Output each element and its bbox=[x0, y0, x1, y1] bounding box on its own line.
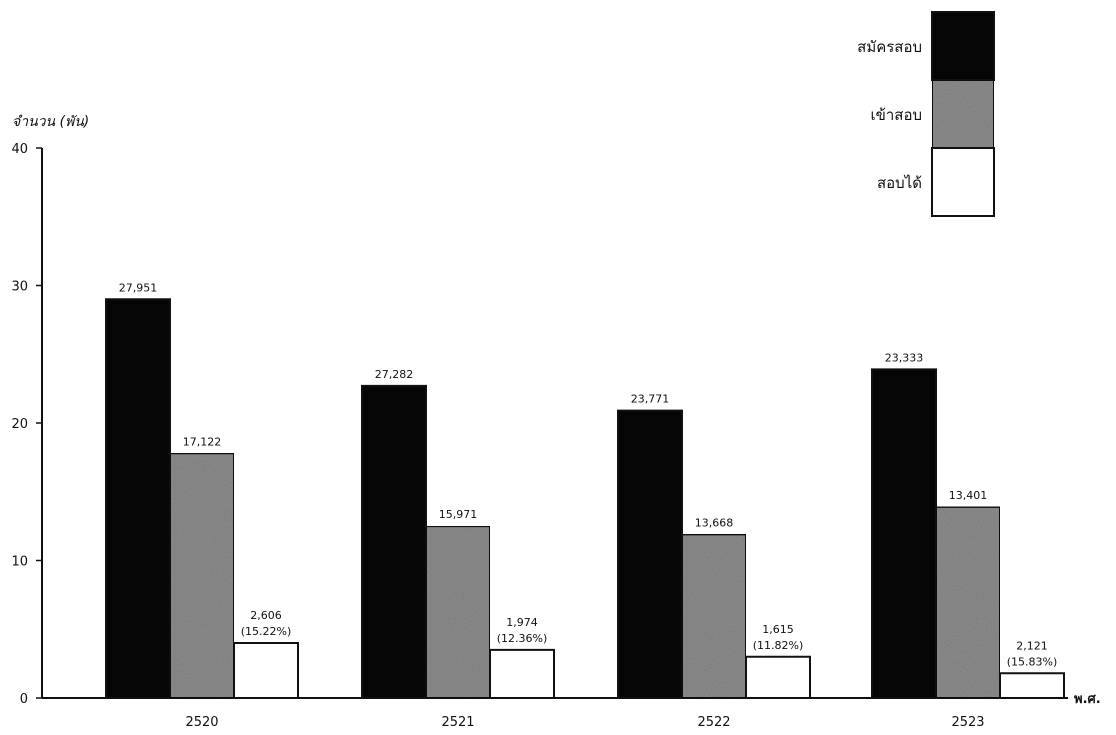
data-label-examinees-2523: 13,401 bbox=[949, 489, 988, 502]
category-label-2522: 2522 bbox=[697, 715, 730, 730]
bar-applicants-2520 bbox=[105, 298, 171, 699]
data-label-examinees-2522: 13,668 bbox=[695, 516, 734, 529]
bar-examinees-2521 bbox=[425, 525, 491, 699]
data-label-passed-2523: 2,121 bbox=[1016, 639, 1048, 652]
y-tick-label: 40 bbox=[11, 142, 28, 157]
category-label-2523: 2523 bbox=[951, 715, 984, 730]
bars bbox=[105, 298, 1065, 699]
bar-examinees-2520 bbox=[169, 452, 235, 699]
legend-swatch-applicants bbox=[931, 11, 995, 81]
y-tick-label: 20 bbox=[11, 417, 28, 432]
bar-passed-2523 bbox=[999, 672, 1065, 699]
data-label-examinees-2521: 15,971 bbox=[439, 508, 478, 521]
bar-applicants-2523 bbox=[871, 368, 937, 699]
legend-label-examinees: เข้าสอบ bbox=[871, 106, 923, 124]
percent-label-2523: (15.83%) bbox=[1007, 655, 1058, 668]
data-label-applicants-2522: 23,771 bbox=[631, 393, 670, 406]
bar-passed-2520 bbox=[233, 642, 299, 699]
data-label-examinees-2520: 17,122 bbox=[183, 435, 222, 448]
category-labels: 2520 2521 2522 2523 bbox=[185, 715, 984, 730]
y-tick-label: 0 bbox=[20, 692, 28, 707]
data-labels: 27,951 17,122 2,606 (15.22%) 27,282 15,971 1,9… bbox=[119, 281, 1058, 668]
y-axis-title: จำนวน (พัน) bbox=[12, 114, 89, 130]
y-ticks: 0 10 20 30 40 bbox=[11, 142, 42, 707]
data-label-applicants-2523: 23,333 bbox=[885, 351, 924, 364]
data-label-passed-2522: 1,615 bbox=[762, 623, 794, 636]
data-label-applicants-2521: 27,282 bbox=[375, 368, 414, 381]
data-label-passed-2520: 2,606 bbox=[250, 609, 282, 622]
bar-passed-2522 bbox=[745, 655, 811, 699]
data-label-applicants-2520: 27,951 bbox=[119, 281, 158, 294]
category-label-2520: 2520 bbox=[185, 715, 218, 730]
bar-applicants-2521 bbox=[361, 384, 427, 699]
legend-label-passed: สอบได้ bbox=[877, 174, 922, 192]
bar-passed-2521 bbox=[489, 648, 555, 699]
bar-examinees-2523 bbox=[935, 505, 1001, 699]
bar-examinees-2522 bbox=[681, 533, 747, 699]
category-label-2521: 2521 bbox=[441, 715, 474, 730]
percent-label-2521: (12.36%) bbox=[497, 632, 548, 645]
legend-swatch-examinees bbox=[931, 79, 995, 149]
percent-label-2520: (15.22%) bbox=[241, 625, 292, 638]
percent-label-2522: (11.82%) bbox=[753, 639, 804, 652]
bar-applicants-2522 bbox=[617, 409, 683, 699]
y-tick-label: 10 bbox=[11, 555, 28, 570]
data-label-passed-2521: 1,974 bbox=[506, 616, 538, 629]
x-axis-unit-label: พ.ศ. bbox=[1074, 692, 1101, 707]
legend-swatch-passed bbox=[931, 147, 995, 217]
legend-label-applicants: สมัครสอบ bbox=[857, 38, 922, 56]
y-tick-label: 30 bbox=[11, 280, 28, 295]
